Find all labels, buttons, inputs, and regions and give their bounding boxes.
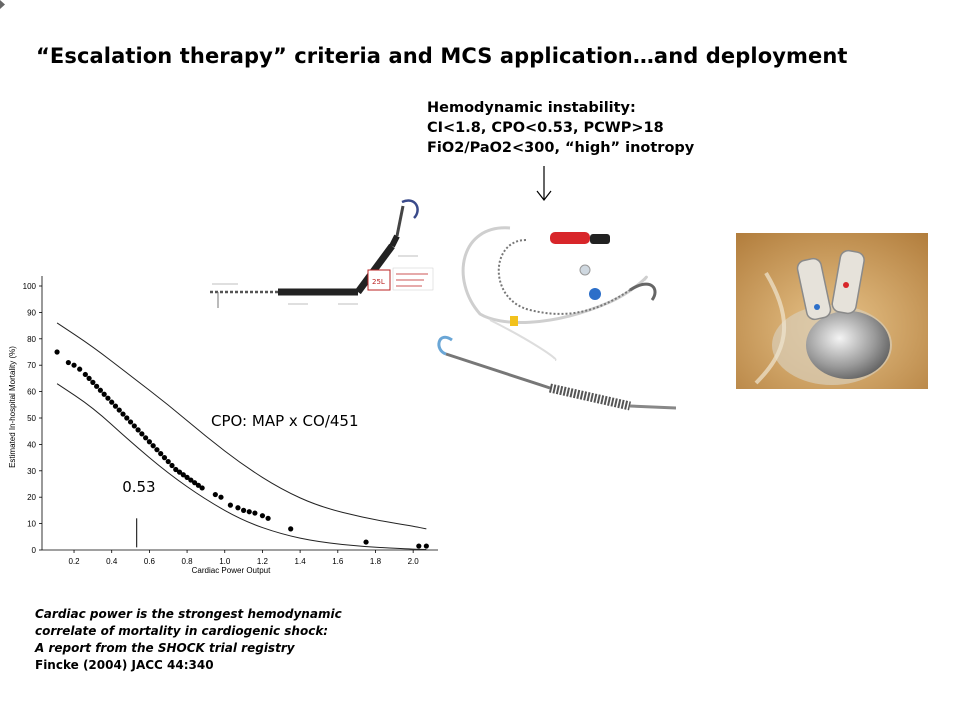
data-point <box>416 543 422 549</box>
data-point <box>101 391 107 397</box>
data-point <box>71 362 77 368</box>
confidence-bands <box>56 322 427 550</box>
data-point <box>252 510 258 516</box>
chart-axes: 0 10 20 30 40 50 60 70 80 90 100 0.2 0.4 0.6 0.8 1.0 1.2… <box>23 276 438 566</box>
data-point <box>82 371 88 378</box>
data-point <box>212 491 218 498</box>
data-point <box>173 466 179 473</box>
data-point <box>259 513 266 519</box>
x-tick-label: 0.4 <box>106 557 118 566</box>
data-point <box>109 399 115 405</box>
x-tick-label: 1.4 <box>295 557 307 566</box>
data-point <box>265 515 271 521</box>
y-tick-label: 90 <box>27 308 36 317</box>
caption-line-3: A report from the SHOCK trial registry <box>35 641 295 655</box>
threshold-label: 0.53 <box>122 478 155 496</box>
data-point <box>131 423 137 429</box>
x-tick-label: 1.6 <box>332 557 344 566</box>
data-point <box>146 439 152 445</box>
data-point <box>195 482 201 488</box>
reference-caption: Cardiac power is the strongest hemodynam… <box>35 606 342 674</box>
data-points <box>54 349 429 549</box>
data-point <box>86 375 92 381</box>
data-point <box>158 451 164 457</box>
y-tick-label: 60 <box>27 388 36 397</box>
caption-citation: Fincke (2004) JACC 44:340 <box>35 658 214 672</box>
data-point <box>127 419 134 425</box>
data-point <box>90 379 96 385</box>
y-tick-label: 10 <box>27 520 36 529</box>
x-axis-label: Cardiac Power Output <box>192 566 271 575</box>
device-label: 25L <box>372 278 385 286</box>
data-point <box>112 403 119 409</box>
data-point <box>188 477 194 483</box>
y-axis-label: Estimated In-hospital Mortality (%) <box>8 346 17 468</box>
y-tick-label: 70 <box>27 361 36 370</box>
data-point <box>218 494 224 500</box>
data-point <box>143 435 149 441</box>
y-tick-label: 50 <box>27 414 36 423</box>
data-point <box>180 472 186 478</box>
caption-line-2: correlate of mortality in cardiogenic sh… <box>35 624 329 638</box>
data-point <box>65 359 71 366</box>
x-tick-label: 1.0 <box>219 557 231 566</box>
cpo-formula: CPO: MAP x CO/451 <box>211 412 359 430</box>
y-tick-label: 30 <box>27 467 36 476</box>
upper-confidence-line <box>56 322 427 530</box>
data-point <box>135 427 141 433</box>
mortality-vs-cpo-chart: 0 10 20 30 40 50 60 70 80 90 100 0.2 0.4 0.6 0.8 1.0 1.2… <box>8 276 438 575</box>
data-point <box>116 407 122 413</box>
x-tick-label: 0.6 <box>144 557 156 566</box>
data-point <box>169 462 175 469</box>
x-tick-label: 1.2 <box>257 557 269 566</box>
data-point <box>77 366 83 372</box>
y-tick-label: 20 <box>27 493 36 502</box>
data-point <box>150 443 156 449</box>
x-tick-label: 0.8 <box>182 557 194 566</box>
data-point <box>199 485 205 491</box>
threshold-marker: 0.53 <box>122 478 156 548</box>
x-tick-label: 0.2 <box>68 557 80 566</box>
y-tick-label: 0 <box>32 546 37 555</box>
x-tick-label: 2.0 <box>408 557 420 566</box>
y-tick-label: 80 <box>27 335 36 344</box>
data-point <box>94 383 100 389</box>
data-point <box>423 543 429 549</box>
mcs-catheter-device <box>437 226 676 411</box>
data-point <box>54 349 60 355</box>
data-point <box>105 395 111 401</box>
data-point <box>227 502 234 508</box>
corner-marker-icon <box>0 0 5 9</box>
data-point <box>161 455 168 461</box>
x-tick-label: 1.8 <box>370 557 382 566</box>
data-point <box>363 539 369 545</box>
data-point <box>124 415 130 421</box>
hemodynamic-line-2: FiO2/PaO2<300, “high” inotropy <box>427 140 695 156</box>
hemodynamic-criteria: Hemodynamic instability: CI<1.8, CPO<0.5… <box>427 98 694 158</box>
slide-title: “Escalation therapy” criteria and MCS ap… <box>36 44 848 68</box>
data-point <box>176 469 183 475</box>
data-point <box>246 509 252 515</box>
impella-catheter-diagram: 25L <box>208 199 434 308</box>
data-point <box>240 507 247 513</box>
down-arrow-icon <box>536 166 552 201</box>
data-point <box>139 431 145 437</box>
lower-confidence-line <box>56 383 427 550</box>
data-point <box>288 526 294 532</box>
data-point <box>120 411 126 417</box>
data-point <box>192 480 198 486</box>
data-point <box>154 447 160 453</box>
hemodynamic-line-1: CI<1.8, CPO<0.53, PCWP>18 <box>427 120 664 136</box>
y-tick-label: 40 <box>27 440 36 449</box>
data-point <box>97 387 104 393</box>
data-point <box>235 505 241 511</box>
data-point <box>184 474 190 480</box>
data-point <box>165 458 171 465</box>
pump-device-photo <box>736 233 928 389</box>
y-tick-label: 100 <box>23 282 37 291</box>
hemodynamic-heading: Hemodynamic instability: <box>427 100 636 116</box>
caption-line-1: Cardiac power is the strongest hemodynam… <box>35 607 342 621</box>
